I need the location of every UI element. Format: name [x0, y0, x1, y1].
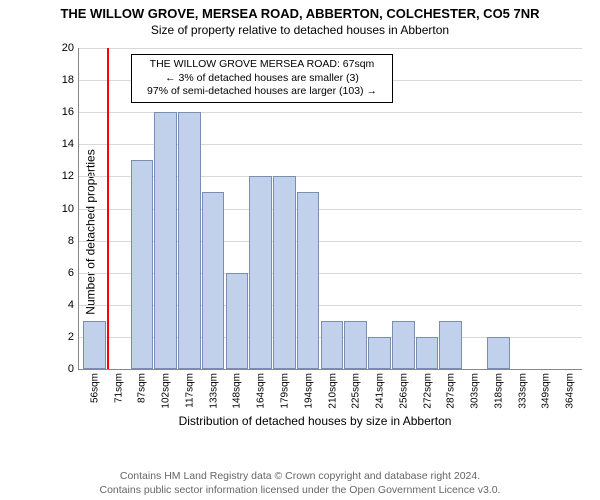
histogram-bar [392, 321, 415, 369]
histogram-bar [344, 321, 367, 369]
y-tick-label: 6 [68, 267, 79, 279]
y-tick-label: 20 [62, 42, 79, 54]
annotation-line: 97% of semi-detached houses are larger (… [138, 85, 386, 99]
histogram-bar [131, 160, 154, 369]
bar-slot: 287sqm [439, 48, 463, 369]
histogram-bar [297, 192, 320, 369]
x-tick-label: 241sqm [375, 373, 386, 409]
bar-slot: 272sqm [416, 48, 440, 369]
histogram-bar [226, 273, 249, 369]
x-tick-label: 349sqm [541, 373, 552, 409]
x-tick-label: 333sqm [517, 373, 528, 409]
bar-slot: 349sqm [535, 48, 559, 369]
x-tick-label: 210sqm [327, 373, 338, 409]
x-tick-label: 148sqm [232, 373, 243, 409]
bar-slot: 318sqm [487, 48, 511, 369]
bar-slot: 56sqm [83, 48, 107, 369]
histogram-bar [416, 337, 439, 369]
histogram-bar [273, 176, 296, 369]
x-tick-label: 303sqm [470, 373, 481, 409]
x-tick-label: 364sqm [565, 373, 576, 409]
x-tick-label: 256sqm [398, 373, 409, 409]
page-subtitle: Size of property relative to detached ho… [0, 21, 600, 41]
footer-copyright: Contains HM Land Registry data © Crown c… [0, 470, 600, 482]
y-tick-label: 14 [62, 138, 79, 150]
x-tick-label: 287sqm [446, 373, 457, 409]
plot-area: 0246810121416182056sqm71sqm87sqm102sqm11… [78, 48, 582, 370]
y-tick-label: 4 [68, 299, 79, 311]
annotation-line: ← 3% of detached houses are smaller (3) [138, 72, 386, 86]
x-tick-label: 318sqm [493, 373, 504, 409]
x-tick-label: 225sqm [351, 373, 362, 409]
histogram-bar [154, 112, 177, 369]
y-tick-label: 8 [68, 235, 79, 247]
histogram-bar [368, 337, 391, 369]
x-tick-label: 117sqm [184, 373, 195, 408]
y-tick-label: 0 [68, 363, 79, 375]
chart-container: Number of detached properties 0246810121… [48, 48, 582, 416]
bar-slot: 333sqm [511, 48, 535, 369]
bar-slot: 364sqm [558, 48, 582, 369]
bar-slot: 256sqm [392, 48, 416, 369]
x-tick-label: 179sqm [280, 373, 291, 409]
histogram-bar [487, 337, 510, 369]
y-tick-label: 18 [62, 74, 79, 86]
x-tick-label: 164sqm [256, 373, 267, 409]
annotation-box: THE WILLOW GROVE MERSEA ROAD: 67sqm← 3% … [131, 54, 393, 103]
bar-slot: 303sqm [463, 48, 487, 369]
histogram-bar [202, 192, 225, 369]
x-tick-label: 272sqm [422, 373, 433, 409]
annotation-line: THE WILLOW GROVE MERSEA ROAD: 67sqm [138, 58, 386, 72]
bar-slot: 71sqm [107, 48, 131, 369]
y-tick-label: 12 [62, 170, 79, 182]
x-axis-label: Distribution of detached houses by size … [48, 414, 582, 428]
histogram-bar [249, 176, 272, 369]
x-tick-label: 133sqm [208, 373, 219, 409]
histogram-bar [83, 321, 106, 369]
y-tick-label: 10 [62, 203, 79, 215]
x-tick-label: 194sqm [303, 373, 314, 409]
reference-line [107, 48, 109, 369]
x-tick-label: 87sqm [137, 373, 148, 403]
x-tick-label: 71sqm [113, 373, 124, 403]
y-tick-label: 16 [62, 106, 79, 118]
x-tick-label: 56sqm [89, 373, 100, 403]
histogram-bar [178, 112, 201, 369]
y-tick-label: 2 [68, 331, 79, 343]
page-title: THE WILLOW GROVE, MERSEA ROAD, ABBERTON,… [0, 0, 600, 21]
x-tick-label: 102sqm [161, 373, 172, 409]
histogram-bar [321, 321, 344, 369]
histogram-bar [439, 321, 462, 369]
footer-licence: Contains public sector information licen… [0, 484, 600, 496]
